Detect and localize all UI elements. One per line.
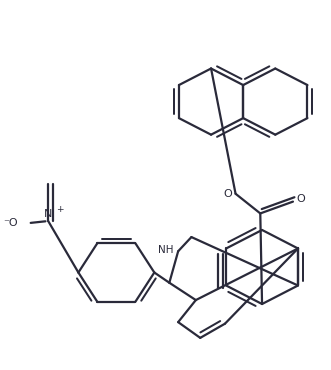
Text: ⁻O: ⁻O <box>3 218 18 228</box>
Text: +: + <box>56 205 63 214</box>
Text: NH: NH <box>158 245 174 255</box>
Text: O: O <box>223 189 232 199</box>
Text: O: O <box>297 194 305 204</box>
Text: N: N <box>44 209 53 219</box>
